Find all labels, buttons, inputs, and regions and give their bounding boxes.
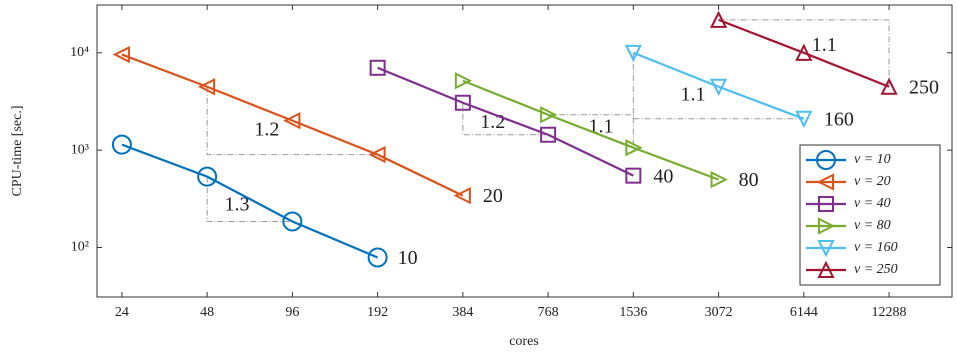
- end-label: 40: [653, 165, 673, 187]
- x-tick-label: 48: [200, 305, 214, 320]
- point: [369, 59, 386, 76]
- legend-label: ν = 160: [854, 240, 898, 255]
- point: [795, 43, 813, 61]
- point: [625, 139, 643, 157]
- slope-label: 1.1: [812, 34, 837, 56]
- legend: ν = 10 ν = 20 ν = 40 ν = 80 ν = 160 ν = 250: [799, 144, 941, 286]
- legend-marker: [817, 240, 835, 258]
- x-tick-label: 12288: [872, 305, 907, 320]
- point: [709, 78, 728, 97]
- y-tick-label: 10²: [71, 240, 89, 255]
- end-label: 20: [483, 185, 503, 207]
- slope-guide: [718, 19, 890, 87]
- end-label: 80: [739, 169, 759, 191]
- series-line: [462, 79, 719, 181]
- legend-marker: [816, 150, 836, 170]
- y-tick-label: 10³: [71, 142, 89, 157]
- x-tick-label: 192: [367, 305, 388, 320]
- legend-marker: [817, 260, 835, 278]
- point: [454, 72, 473, 90]
- point: [795, 110, 813, 129]
- x-tick-label: 384: [452, 305, 473, 320]
- end-label: 250: [909, 76, 939, 98]
- slope-guide: [206, 176, 293, 222]
- legend-label: ν = 250: [854, 262, 898, 277]
- slope-label: 1.1: [681, 83, 706, 105]
- point: [454, 94, 471, 111]
- point: [367, 247, 388, 268]
- point: [111, 134, 132, 155]
- legend-label: ν = 40: [854, 196, 891, 211]
- legend-label: ν = 80: [854, 218, 891, 233]
- point: [625, 167, 642, 184]
- series-line: [121, 53, 464, 197]
- slope-label: 1.2: [254, 118, 279, 140]
- point: [282, 211, 303, 232]
- x-tick-label: 6144: [790, 305, 818, 320]
- slope-guide: [462, 102, 549, 136]
- point: [197, 78, 216, 96]
- series-line: [632, 51, 805, 120]
- y-tick-label: 10⁴: [70, 45, 89, 60]
- legend-marker: [816, 173, 834, 191]
- slope-guide: [632, 52, 804, 120]
- x-tick-label: 1536: [619, 305, 647, 320]
- series-line: [377, 66, 634, 177]
- x-axis-label: cores: [509, 334, 539, 349]
- point: [368, 145, 386, 164]
- point: [709, 10, 728, 28]
- x-tick-label: 96: [285, 305, 299, 320]
- point: [197, 166, 218, 187]
- slope-label: 1.3: [224, 193, 249, 215]
- plot-frame: [96, 4, 953, 298]
- point: [540, 106, 558, 124]
- point: [453, 187, 471, 205]
- series-line: [121, 143, 379, 259]
- point: [283, 112, 301, 130]
- series-line: [718, 18, 890, 88]
- legend-label: ν = 10: [854, 152, 891, 167]
- point: [112, 45, 130, 64]
- x-tick-label: 3072: [705, 305, 733, 320]
- end-label: 160: [824, 108, 854, 130]
- point: [710, 171, 728, 189]
- slope-guide: [548, 114, 634, 148]
- point: [540, 126, 557, 143]
- x-tick-label: 24: [115, 305, 129, 320]
- y-axis-label: CPU-time [sec.]: [10, 106, 25, 197]
- slope-guide: [206, 86, 378, 156]
- legend-label: ν = 20: [854, 174, 891, 189]
- end-label: 10: [398, 247, 418, 269]
- point: [880, 77, 898, 95]
- point: [624, 44, 642, 63]
- legend-marker: [818, 196, 834, 212]
- x-tick-label: 768: [538, 305, 559, 320]
- legend-marker: [818, 217, 836, 235]
